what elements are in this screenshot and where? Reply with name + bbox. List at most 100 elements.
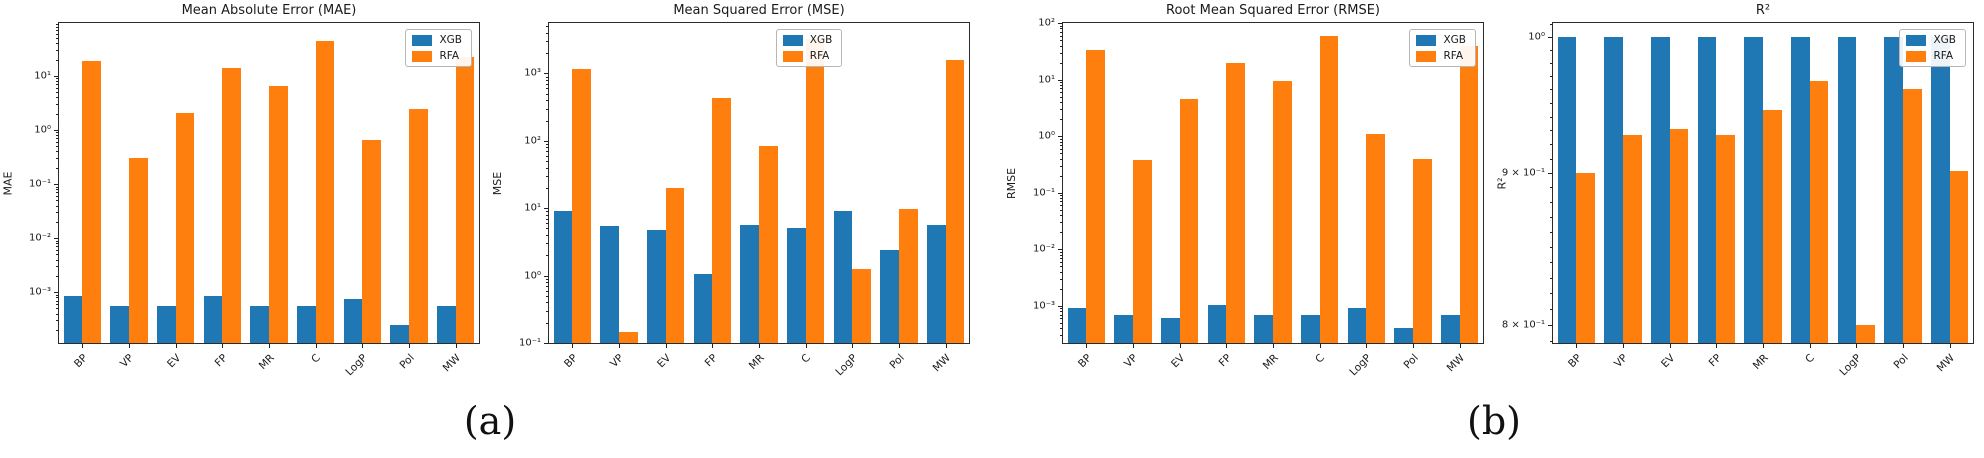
bar-rfa-ev xyxy=(1179,99,1199,343)
y-minor-tick xyxy=(1550,231,1553,233)
x-tick-label: FP xyxy=(212,352,230,370)
bar-rfa-bp xyxy=(572,69,591,343)
x-tick-label: VP xyxy=(1122,352,1141,371)
y-minor-tick xyxy=(546,155,549,157)
bar-rfa-mr xyxy=(269,86,288,343)
y-minor-tick xyxy=(546,161,549,163)
y-minor-tick xyxy=(1060,165,1063,167)
bar-xgb-c xyxy=(787,227,806,343)
bar-rfa-c xyxy=(315,40,335,343)
y-tick-label: 10¹ xyxy=(34,70,51,82)
y-minor-tick xyxy=(546,243,549,245)
y-minor-tick xyxy=(56,313,59,315)
y-tick-label: 10⁰ xyxy=(524,270,541,282)
y-major-tick xyxy=(1058,249,1063,251)
y-minor-tick xyxy=(1060,62,1063,64)
bar-xgb-ev xyxy=(647,229,666,343)
y-minor-tick xyxy=(56,308,59,310)
y-major-tick xyxy=(1058,136,1063,138)
x-tick-label: MR xyxy=(1260,352,1281,373)
y-minor-tick xyxy=(1060,205,1063,207)
bar-xgb-pol xyxy=(880,249,899,343)
y-minor-tick xyxy=(56,158,59,160)
y-minor-tick xyxy=(1060,251,1063,253)
y-minor-tick xyxy=(546,290,549,292)
x-tick xyxy=(665,343,667,348)
y-minor-tick xyxy=(1550,102,1553,104)
y-minor-tick xyxy=(546,79,549,81)
y-minor-tick xyxy=(1550,130,1553,132)
y-minor-tick xyxy=(1550,293,1553,295)
y-minor-tick xyxy=(56,141,59,143)
y-minor-tick xyxy=(56,240,59,242)
y-minor-tick xyxy=(56,205,59,207)
y-tick-label: 10² xyxy=(524,135,541,147)
x-tick xyxy=(1576,343,1578,348)
plot-area: 10² 10¹ 10⁰ 10⁻¹ 10⁻² 10⁻³ BP VP EV FP MR C LogP Pol M… xyxy=(1033,18,1484,378)
y-minor-tick xyxy=(1060,85,1063,87)
legend-entry-xgb: XGB xyxy=(412,34,462,46)
y-minor-tick xyxy=(1060,153,1063,155)
bar-xgb-mr xyxy=(1254,314,1273,343)
legend-swatch-rfa xyxy=(782,50,803,62)
bar-rfa-pol xyxy=(899,209,918,343)
bar-xgb-c xyxy=(1791,37,1810,343)
y-minor-tick xyxy=(56,104,59,106)
x-tick-label: BP xyxy=(561,352,580,371)
x-tick xyxy=(945,343,947,348)
legend-label: RFA xyxy=(809,50,830,62)
bar-rfa-logp xyxy=(852,269,871,343)
legend-label: XGB xyxy=(439,34,462,46)
y-axis-label: MSE xyxy=(491,171,505,195)
bar-rfa-c xyxy=(1809,81,1829,343)
bar-xgb-ev xyxy=(1651,37,1670,343)
y-minor-tick xyxy=(1550,116,1553,118)
y-major-tick xyxy=(544,73,549,75)
y-minor-tick xyxy=(56,221,59,223)
y-tick-label: 8 × 10⁻¹ xyxy=(1501,319,1545,331)
y-minor-tick xyxy=(1060,28,1063,30)
y-minor-tick xyxy=(546,76,549,78)
x-tick-label: FP xyxy=(702,352,720,370)
y-minor-tick xyxy=(546,167,549,169)
y-minor-tick xyxy=(546,100,549,102)
chart-title: R² xyxy=(1755,3,1771,18)
y-minor-tick xyxy=(1060,314,1063,316)
y-minor-tick xyxy=(1060,158,1063,160)
y-minor-tick xyxy=(56,151,59,153)
y-minor-tick xyxy=(1060,278,1063,280)
y-tick-label: 10⁻² xyxy=(28,232,51,244)
y-minor-tick xyxy=(1060,144,1063,146)
bar-rfa-ev xyxy=(1669,129,1689,343)
figure-group-a: Mean Absolute Error (MAE) MAE 10¹ 10⁰ 10⁻¹… xyxy=(0,0,980,392)
y-major-tick xyxy=(544,275,549,277)
y-minor-tick xyxy=(546,218,549,220)
x-tick-label: EV xyxy=(1168,352,1188,371)
bar-rfa-vp xyxy=(1133,159,1152,343)
y-minor-tick xyxy=(546,108,549,110)
y-minor-tick xyxy=(56,30,59,32)
y-minor-tick xyxy=(546,278,549,280)
x-tick xyxy=(129,343,130,348)
bar-rfa-mw xyxy=(945,59,965,343)
plot-area: 10³ 10² 10¹ 10⁰ 10⁻¹ BP VP EV FP MR C LogP Pol MW XGB R… xyxy=(519,22,970,378)
chart-panel-mae: Mean Absolute Error (MAE) MAE 10¹ 10⁰ 10⁻¹… xyxy=(0,0,490,392)
y-minor-tick xyxy=(1060,138,1063,140)
y-minor-tick xyxy=(1550,262,1553,264)
legend: XGB RFA xyxy=(1409,29,1476,67)
y-minor-tick xyxy=(1550,187,1553,189)
y-major-tick xyxy=(544,140,549,142)
y-tick-label: 10¹ xyxy=(1038,74,1055,86)
bar-xgb-logp xyxy=(1837,37,1857,343)
y-minor-tick xyxy=(1060,232,1063,234)
y-minor-tick xyxy=(1060,92,1063,94)
y-major-tick xyxy=(1058,192,1063,194)
y-minor-tick xyxy=(1550,76,1553,77)
y-tick-label: 10⁰ xyxy=(1528,31,1545,43)
bar-xgb-mw xyxy=(1441,314,1460,343)
bar-xgb-c xyxy=(1301,314,1320,343)
bar-rfa-bp xyxy=(1086,49,1105,343)
bar-rfa-ev xyxy=(175,112,195,343)
y-tick-label: 10³ xyxy=(524,67,541,79)
